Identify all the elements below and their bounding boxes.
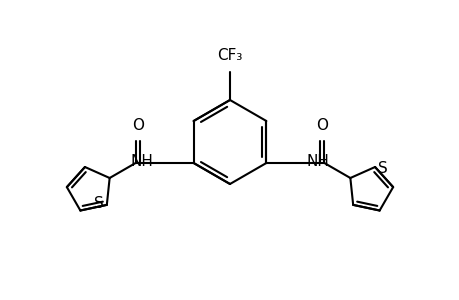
Text: CF₃: CF₃: [217, 48, 242, 63]
Text: S: S: [377, 160, 387, 175]
Text: S: S: [94, 196, 104, 211]
Text: O: O: [316, 118, 328, 133]
Text: NH: NH: [306, 154, 329, 169]
Text: O: O: [131, 118, 143, 133]
Text: NH: NH: [130, 154, 153, 169]
